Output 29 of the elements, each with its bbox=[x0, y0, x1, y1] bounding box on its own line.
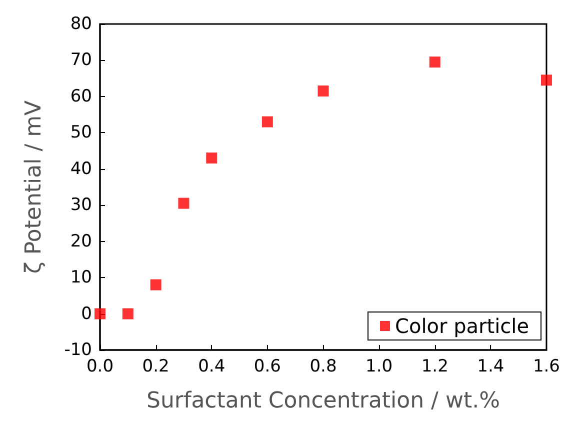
point bbox=[178, 198, 190, 209]
x-tick-label: 1.6 bbox=[532, 356, 560, 376]
x-axis-title: Surfactant Concentration / wt.% bbox=[146, 388, 500, 414]
x-tick-label: 0.6 bbox=[254, 356, 281, 376]
legend-label: Color particle bbox=[394, 314, 530, 338]
point bbox=[262, 116, 273, 128]
point bbox=[94, 308, 106, 320]
y-tick-label: 30 bbox=[70, 195, 92, 216]
y-tick-label: 0 bbox=[81, 304, 92, 324]
y-tick-label: 10 bbox=[70, 268, 92, 288]
y-tick-label: 60 bbox=[70, 86, 92, 106]
x-tick-label: 1.0 bbox=[366, 356, 393, 376]
x-tick-label: 0.4 bbox=[198, 356, 226, 376]
point bbox=[429, 56, 440, 68]
point bbox=[540, 74, 552, 86]
y-tick-label: 80 bbox=[70, 14, 92, 34]
x-tick-label: 0.8 bbox=[310, 356, 337, 376]
y-tick-label: 50 bbox=[70, 122, 92, 143]
point bbox=[122, 308, 134, 320]
point bbox=[206, 152, 218, 164]
point bbox=[318, 86, 329, 97]
y-axis-title: ζ Potential / mV bbox=[22, 100, 46, 274]
y-tick-label: 70 bbox=[70, 50, 92, 70]
y-tick-label: 20 bbox=[70, 231, 92, 252]
point bbox=[150, 279, 162, 290]
x-tick-label: 1.2 bbox=[421, 356, 448, 376]
x-tick-label: 1.4 bbox=[477, 356, 504, 376]
x-tick-label: 0.2 bbox=[142, 356, 170, 376]
y-tick-label: 40 bbox=[70, 158, 92, 179]
